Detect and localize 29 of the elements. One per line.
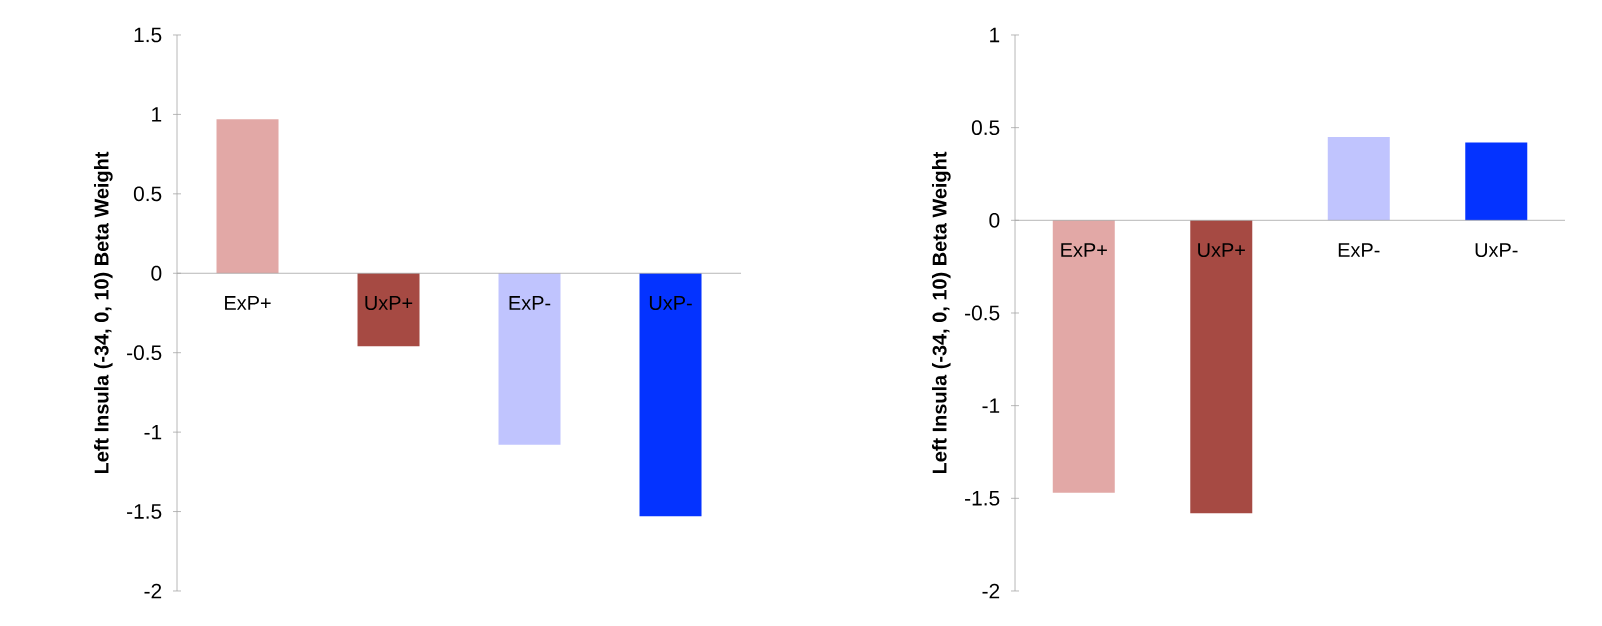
y-axis-title: Left Insula (-34, 0, 10) Beta Weight xyxy=(931,151,951,474)
x-tick-label: UxP- xyxy=(1475,243,1518,258)
y-axis-title: Left Insula (-34, 0, 10) Beta Weight xyxy=(93,151,113,474)
y-tick-label: -1.5 xyxy=(127,504,162,519)
y-tick-label: 1 xyxy=(152,107,162,122)
y-tick-label: 0.5 xyxy=(133,186,162,202)
y-tick-label: 0 xyxy=(151,265,162,281)
y-tick-label: -1 xyxy=(144,424,162,440)
bar xyxy=(1327,136,1390,221)
x-tick-label: ExP- xyxy=(1338,243,1380,257)
y-tick-label: -0.5 xyxy=(127,345,162,361)
y-tick-label: -2 xyxy=(982,583,1000,599)
x-tick-label: ExP+ xyxy=(225,296,271,310)
y-tick-label: 1.5 xyxy=(134,27,162,43)
y-tick-label: 0 xyxy=(989,212,1000,228)
y-tick-label: -2 xyxy=(144,583,162,599)
x-tick-label: ExP- xyxy=(509,296,551,310)
bar xyxy=(1052,220,1115,493)
y-tick-label: 0.5 xyxy=(971,120,1000,136)
bar xyxy=(1190,220,1253,514)
x-tick-label: UxP+ xyxy=(1198,243,1245,258)
x-tick-label: UxP+ xyxy=(365,296,413,311)
y-tick-label: -1 xyxy=(982,398,1000,413)
y-tick-label: -0.5 xyxy=(965,305,1000,321)
bar xyxy=(1465,142,1528,221)
x-tick-label: UxP- xyxy=(649,296,692,311)
y-tick-label: 1 xyxy=(990,27,1000,43)
y-tick-label: -1.5 xyxy=(965,491,1000,506)
x-tick-label: ExP+ xyxy=(1061,243,1107,257)
